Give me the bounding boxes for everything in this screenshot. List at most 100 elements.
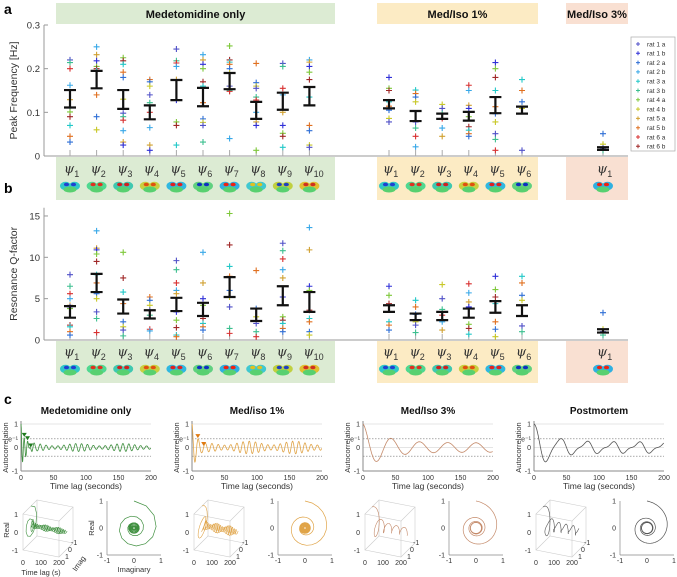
data-point — [412, 329, 419, 336]
group-header-label: Medetomidine only — [146, 9, 247, 21]
legend-entry: rat 4 b — [636, 106, 666, 113]
legend-entry: rat 4 a — [636, 97, 666, 104]
panel-label-a: a — [4, 1, 12, 17]
polar-phase-curve — [119, 500, 157, 547]
3d-real-label: Real — [2, 522, 11, 538]
data-point — [492, 87, 499, 94]
component-symbol: ψ — [463, 345, 474, 360]
component-label: ψ7 — [224, 162, 239, 179]
brain-lower — [249, 186, 263, 193]
3d-time-tick: 100 — [206, 560, 218, 567]
error-bar — [436, 310, 449, 322]
subpanel-title: Postmortem — [570, 406, 628, 417]
data-point — [306, 76, 313, 83]
legend-label: rat 1 a — [647, 41, 666, 48]
legend-label: rat 1 b — [647, 51, 666, 58]
component-symbol: ψ — [303, 162, 314, 177]
component-subscript: 1 — [74, 352, 79, 362]
data-point — [306, 127, 313, 134]
component-subscript: 6 — [526, 352, 531, 362]
brain-map-icon — [139, 364, 160, 376]
data-point — [306, 224, 313, 231]
x-tick-label: 0 — [19, 475, 23, 482]
component-label: ψ2 — [410, 162, 425, 179]
3d-real-tick: -1 — [525, 548, 531, 555]
component-symbol: ψ — [117, 345, 128, 360]
brain-map-icon — [166, 364, 187, 376]
3d-time-tick: 0 — [534, 560, 538, 567]
x-tick-label: 50 — [563, 475, 571, 482]
x-tick-label: 0 — [361, 475, 365, 482]
brain-patch — [63, 365, 70, 370]
3d-imag-tick: 0 — [68, 547, 72, 554]
data-point — [279, 247, 286, 254]
data-point — [306, 69, 313, 76]
y-tick-label: 0 — [14, 445, 18, 452]
legend-marker — [636, 125, 640, 130]
data-point — [279, 133, 286, 140]
component-symbol: ψ — [64, 345, 75, 360]
y-tick-label: 1 — [185, 422, 189, 429]
brain-patch — [230, 182, 236, 187]
data-point — [279, 122, 286, 129]
brain-map-icon — [512, 181, 532, 193]
data-point — [200, 279, 206, 286]
y-tick-label: 15 — [29, 211, 40, 222]
brain-patch — [436, 365, 442, 370]
error-bar — [597, 146, 609, 151]
legend-marker — [636, 97, 640, 102]
data-point — [465, 331, 472, 338]
data-point — [519, 328, 525, 335]
legend-marker — [636, 60, 640, 65]
polar-x-tick: 0 — [474, 558, 478, 565]
brain-map-icon — [60, 364, 80, 376]
subpanel-title: Medetomidine only — [41, 406, 132, 417]
component-symbol: ψ — [516, 345, 527, 360]
component-0-8: ψ8 — [246, 60, 267, 193]
data-point — [93, 126, 100, 133]
brain-patch — [443, 365, 449, 370]
error-bar — [143, 104, 156, 121]
component-symbol: ψ — [170, 162, 181, 177]
data-point — [67, 271, 73, 278]
brain-map-icon — [166, 181, 187, 193]
brain-patch — [203, 365, 210, 370]
y-tick-label: 0 — [35, 336, 40, 347]
polar-y-tick: 1 — [441, 499, 445, 506]
data-point — [253, 60, 260, 67]
error-bar — [117, 298, 130, 315]
3d-phase-curve — [371, 506, 408, 538]
error-bar — [516, 304, 528, 318]
3d-real-tick: 1 — [14, 512, 18, 519]
component-1-3: ψ3 — [432, 101, 453, 193]
brain-lower — [63, 186, 77, 193]
data-point — [439, 133, 446, 140]
polar-x-tick: 1 — [672, 558, 676, 565]
component-label: ψ8 — [250, 162, 265, 179]
brain-lower — [169, 186, 183, 193]
brain-patch — [223, 365, 229, 370]
brain-map-icon — [86, 364, 107, 376]
data-point — [465, 280, 472, 287]
polar-x-tick: 0 — [132, 558, 136, 565]
data-point — [67, 122, 73, 129]
error-bar — [276, 285, 289, 307]
data-point — [253, 122, 260, 129]
data-point — [492, 65, 499, 72]
brain-patch — [70, 182, 77, 187]
data-point — [120, 127, 127, 134]
data-point — [173, 257, 180, 264]
brain-map-icon — [593, 364, 613, 376]
peak-marker — [195, 434, 201, 439]
polar-x-tick: 0 — [645, 558, 649, 565]
data-point — [200, 65, 206, 72]
data-point — [253, 147, 260, 154]
component-0-8: ψ8 — [246, 267, 267, 376]
brain-lower — [596, 186, 610, 193]
component-0-2: ψ2 — [86, 43, 107, 193]
component-2-1: ψ1 — [593, 309, 613, 376]
legend-marker — [636, 144, 640, 149]
data-point — [120, 332, 127, 339]
brain-map-icon — [512, 364, 532, 376]
